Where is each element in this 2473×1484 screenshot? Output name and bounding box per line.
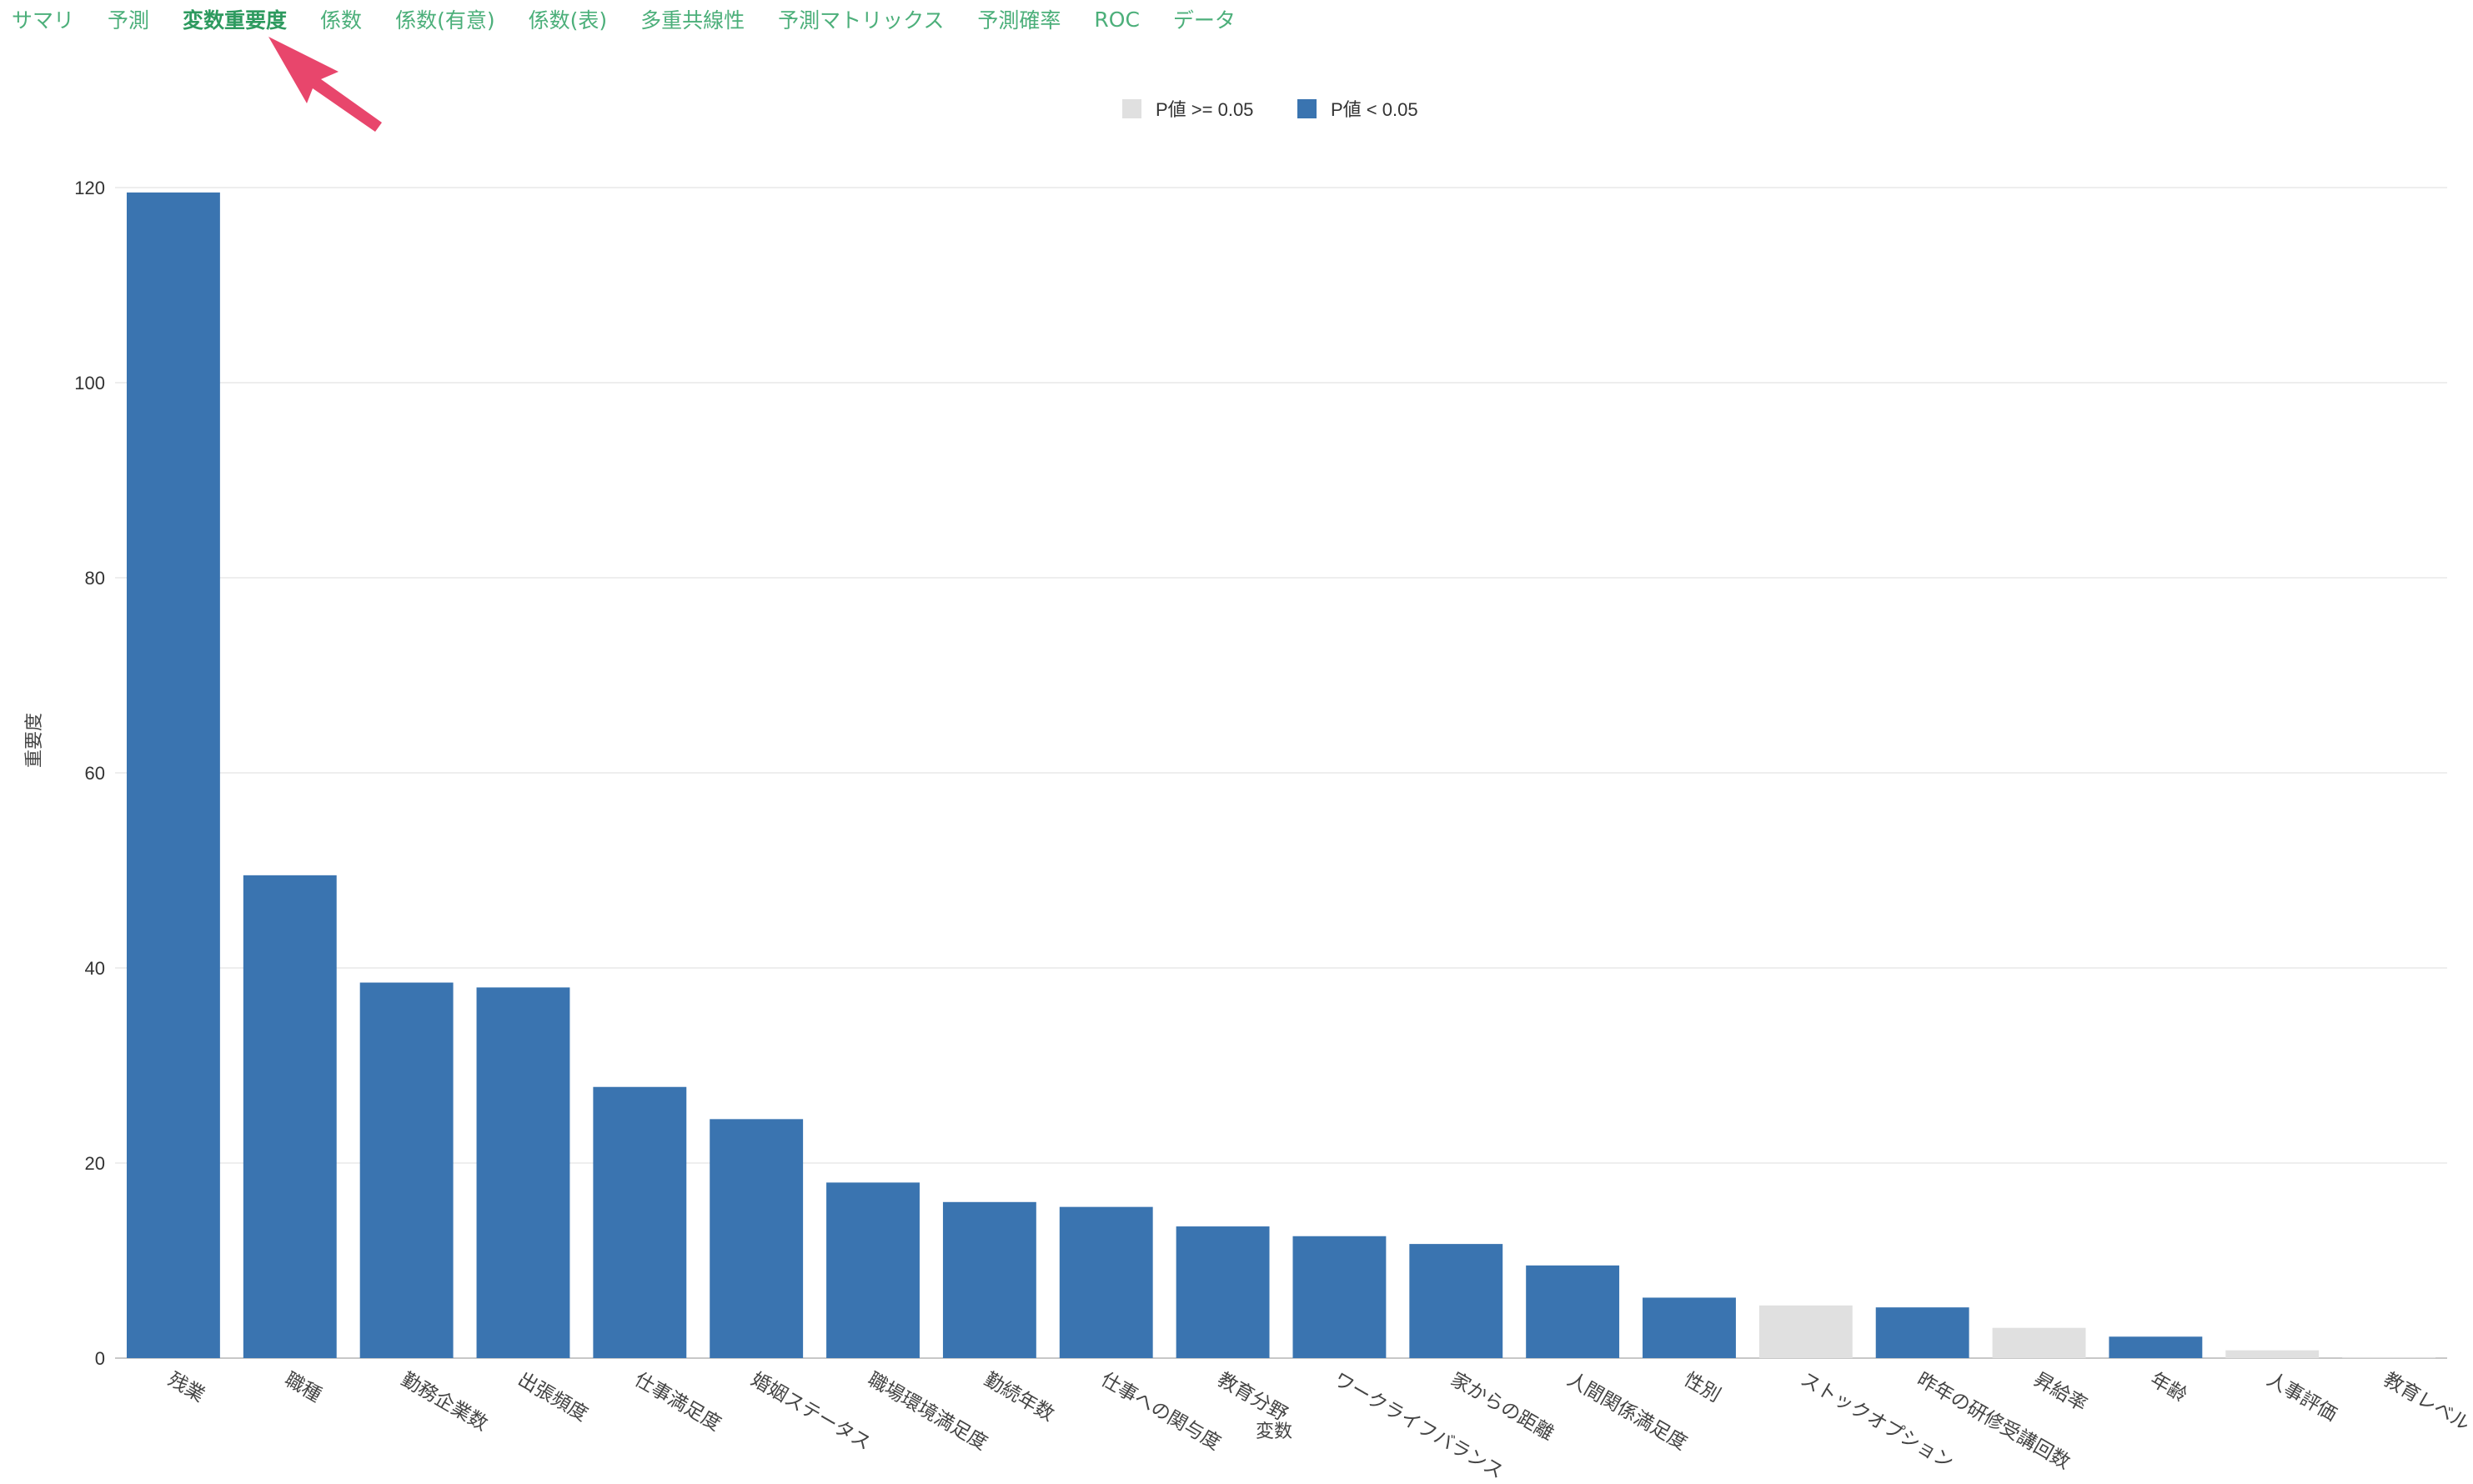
y-axis-title: 重要度 xyxy=(24,713,45,768)
legend-swatch xyxy=(1122,99,1141,118)
tab-10[interactable]: データ xyxy=(1172,8,1236,33)
bar-6[interactable] xyxy=(826,1182,920,1358)
x-category-label: 出張頻度 xyxy=(514,1369,591,1426)
tab-5[interactable]: 係数(表) xyxy=(528,8,608,33)
x-category-label: 婚姻ステータス xyxy=(747,1369,874,1455)
x-category-label: 昇給率 xyxy=(2030,1369,2091,1416)
bar-11[interactable] xyxy=(1409,1244,1503,1358)
bar-2[interactable] xyxy=(359,982,454,1358)
bar-7[interactable] xyxy=(942,1201,1036,1358)
x-category-label: 教育分野 xyxy=(1214,1369,1292,1426)
x-category-label: 年齢 xyxy=(2146,1369,2190,1407)
x-category-label: 仕事満足度 xyxy=(630,1369,725,1436)
x-category-label: 仕事への関与度 xyxy=(1097,1369,1224,1455)
bar-1[interactable] xyxy=(243,875,337,1358)
tab-9[interactable]: ROC xyxy=(1094,7,1140,32)
bar-15[interactable] xyxy=(1875,1307,1969,1358)
tab-8[interactable]: 予測確率 xyxy=(977,8,1061,33)
bar-5[interactable] xyxy=(710,1119,804,1358)
x-category-label: 残業 xyxy=(164,1369,208,1407)
x-category-label: 性別 xyxy=(1680,1369,1724,1407)
bar-17[interactable] xyxy=(2109,1336,2203,1358)
bar-3[interactable] xyxy=(476,987,570,1358)
bar-13[interactable] xyxy=(1643,1297,1736,1358)
x-category-label: 勤務企業数 xyxy=(398,1369,492,1436)
tab-2[interactable]: 変数重要度 xyxy=(183,8,288,33)
y-tick-label: 40 xyxy=(85,958,105,979)
bar-10[interactable] xyxy=(1292,1236,1387,1358)
bar-19[interactable] xyxy=(2342,1356,2436,1358)
x-category-label: 職場環境満足度 xyxy=(864,1369,991,1455)
x-category-label: 職種 xyxy=(281,1369,325,1407)
bar-8[interactable] xyxy=(1059,1206,1153,1358)
x-category-label: 勤続年数 xyxy=(981,1369,1058,1426)
tab-0[interactable]: サマリ xyxy=(12,8,75,33)
legend: P値 >= 0.05 P値 < 0.05 xyxy=(1122,99,1418,120)
y-tick-label: 120 xyxy=(74,178,105,198)
tab-3[interactable]: 係数 xyxy=(320,8,363,33)
y-tick-label: 60 xyxy=(85,763,105,784)
tab-4[interactable]: 係数(有意) xyxy=(395,8,495,33)
tab-1[interactable]: 予測 xyxy=(108,8,150,33)
legend-label: P値 >= 0.05 xyxy=(1156,99,1253,120)
x-category-label: 家からの距離 xyxy=(1447,1369,1558,1446)
y-tick-label: 100 xyxy=(74,373,105,394)
bar-0[interactable] xyxy=(126,192,220,1359)
bars xyxy=(126,192,2436,1359)
bar-14[interactable] xyxy=(1758,1305,1853,1358)
y-axis-ticks: 0 20 40 60 80 100 120 xyxy=(74,178,105,1369)
legend-swatch xyxy=(1297,99,1317,118)
y-tick-label: 0 xyxy=(95,1348,105,1369)
bar-4[interactable] xyxy=(593,1086,687,1358)
x-axis-title: 変数 xyxy=(1256,1421,1292,1442)
tab-bar: サマリ 予測 変数重要度 係数 係数(有意) 係数(表) 多重共線性 予測マトリックス 予測確率… xyxy=(0,0,1252,38)
bar-9[interactable] xyxy=(1176,1226,1270,1358)
x-category-label: 教育レベル xyxy=(2380,1369,2473,1436)
bar-12[interactable] xyxy=(1526,1265,1620,1358)
x-category-label: 人間関係満足度 xyxy=(1563,1369,1690,1455)
arrow-icon xyxy=(268,37,382,132)
legend-label: P値 < 0.05 xyxy=(1331,99,1418,120)
tab-7[interactable]: 予測マトリックス xyxy=(778,8,945,33)
tab-6[interactable]: 多重共線性 xyxy=(640,8,745,33)
pointer-arrow xyxy=(268,37,382,132)
bar-16[interactable] xyxy=(1992,1327,2086,1358)
x-category-label: 人事評価 xyxy=(2263,1369,2340,1426)
bar-18[interactable] xyxy=(2225,1350,2320,1358)
y-tick-label: 20 xyxy=(85,1153,105,1174)
grid-lines xyxy=(115,187,2447,1359)
y-tick-label: 80 xyxy=(85,568,105,589)
